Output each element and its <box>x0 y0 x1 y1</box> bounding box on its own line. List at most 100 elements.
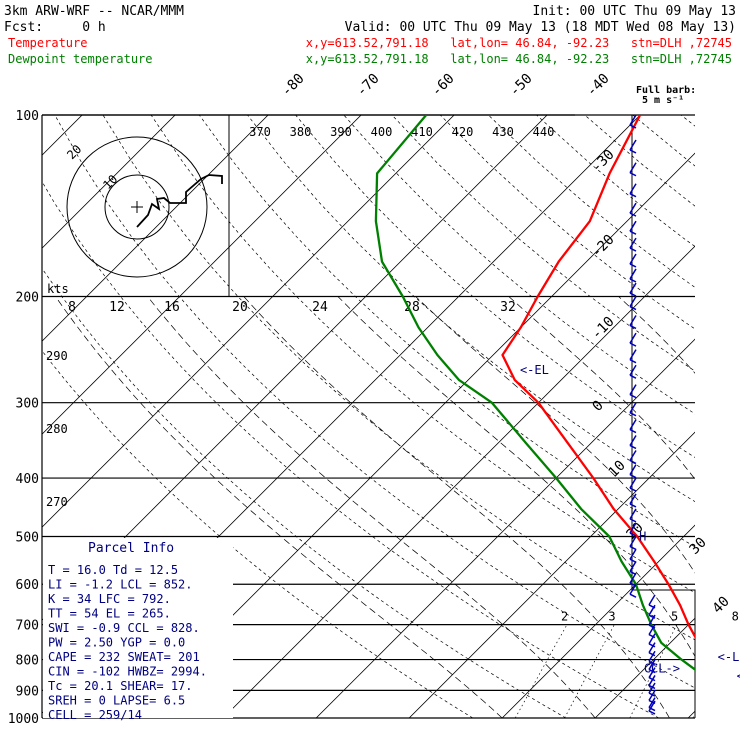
isotherm-label: -10 <box>589 314 618 343</box>
hodograph-ring-label: 10 <box>100 172 120 192</box>
speed-axis-label: 32 <box>500 300 516 315</box>
isotherm-line <box>501 524 695 718</box>
speed-axis-label: 24 <box>312 300 328 315</box>
isotherm-label: -40 <box>584 71 613 100</box>
parcel-info-box: Parcel Info T = 16.0 Td = 12.5LI = -1.2 … <box>43 538 233 722</box>
level-marker-label: <-LCL <box>737 669 740 683</box>
wind-barb-staff <box>629 253 637 265</box>
parcel-info-rows: T = 16.0 Td = 12.5LI = -1.2 LCL = 852.K … <box>48 563 207 722</box>
temperature-point <box>592 477 595 479</box>
mixing-ratio-line <box>692 712 695 718</box>
dewpoint-point <box>702 675 704 677</box>
wind-key-line2: 5 m s⁻¹ <box>642 95 684 106</box>
temperature-point <box>687 623 690 626</box>
wind-barb-staff <box>648 697 656 708</box>
dewpoint-point <box>728 700 730 702</box>
temperature-point <box>537 401 540 404</box>
wind-barb-flag <box>648 643 656 648</box>
dry-adiabat-line <box>42 350 473 718</box>
isotherm-line <box>408 431 695 718</box>
dry-adiabat-label: 290 <box>46 349 68 363</box>
wind-barb-flag <box>648 660 656 665</box>
dry-adiabat-label: 270 <box>46 495 68 509</box>
isotherm-label: 30 <box>687 535 710 558</box>
dewpoint-point <box>660 641 662 644</box>
wind-barb-staff <box>629 464 637 475</box>
isotherm-label: 40 <box>710 594 733 617</box>
wind-barb-flag <box>629 487 637 492</box>
dewpoint-point <box>402 295 404 298</box>
theta-label: 410 <box>411 125 433 139</box>
wind-barb-flag <box>629 444 637 450</box>
isotherm-label: -50 <box>507 71 536 100</box>
dewpoint-point <box>417 326 420 329</box>
wind-barb-flag <box>629 172 637 177</box>
wind-barb-flag <box>629 545 637 551</box>
wind-barb-staff <box>629 561 637 572</box>
wind-barb-flag <box>648 668 656 674</box>
isotherm-label: -30 <box>589 147 618 176</box>
wind-barb-flag <box>629 193 637 198</box>
hodograph-ring-label: 20 <box>64 142 84 162</box>
dry-adiabat-line <box>42 267 566 718</box>
dewpoint-point <box>376 172 378 175</box>
dewpoint-point <box>425 115 427 116</box>
isotherm-label: -80 <box>279 71 308 100</box>
wind-barb-staff <box>629 220 637 232</box>
init-time: Init: 00 UTC Thu 09 May 13 <box>533 4 737 19</box>
temperature-point <box>608 172 611 175</box>
dry-adiabat-line <box>102 115 695 641</box>
wind-barb-staff <box>629 114 637 126</box>
dewpoint-point <box>580 508 582 510</box>
wind-barb-flag <box>629 358 637 364</box>
temperature-point <box>557 260 560 263</box>
temperature-point <box>653 560 655 563</box>
wind-barb-flag <box>629 124 637 129</box>
mixing-ratio-line <box>564 624 615 718</box>
wind-barb-staff <box>648 614 656 626</box>
parcel-info-row: CELL = 259/14 <box>48 708 142 722</box>
isotherm-line <box>42 115 455 528</box>
dry-adiabat-line <box>729 115 740 718</box>
dry-adiabat-line <box>584 115 695 207</box>
isotherm-line <box>222 245 695 718</box>
wind-barb-staff <box>648 604 656 616</box>
wind-barb-flag <box>629 532 637 537</box>
dewpoint-legend-label: Dewpoint temperature <box>8 52 153 66</box>
wind-barb-flag <box>629 518 637 523</box>
wind-barb-flag <box>629 374 637 379</box>
speed-axis-label: 16 <box>164 300 180 315</box>
wind-barb-staff <box>629 384 637 396</box>
dewpoint-point <box>525 442 527 444</box>
dewpoint-point <box>491 401 493 404</box>
pressure-tick-label: 600 <box>16 578 39 593</box>
wind-barb-staff <box>648 624 656 635</box>
wind-barb-staff <box>648 650 656 662</box>
theta-label: 390 <box>330 125 352 139</box>
temperature-point <box>636 535 638 538</box>
valid-time: Valid: 00 UTC Thu 09 May 13 (18 MDT Wed … <box>345 20 736 35</box>
mixing-ratio-label: 5 <box>671 610 678 624</box>
wind-barb-staff <box>629 477 637 489</box>
speed-axis-label: 20 <box>232 300 248 315</box>
sounding-series <box>374 115 730 702</box>
isotherm-label: -20 <box>589 232 618 261</box>
wind-barb-staff <box>629 237 637 249</box>
dewpoint-point <box>650 623 653 626</box>
level-markers: <-EL<-LFC<-LCLCCL->H <box>520 363 740 683</box>
theta-label: 370 <box>249 125 271 139</box>
wind-barb-staff <box>629 202 637 214</box>
temperature-line <box>501 115 695 639</box>
wind-barb-staff <box>648 667 656 679</box>
dewpoint-point <box>680 658 683 661</box>
wind-barb-staff <box>629 364 637 376</box>
wind-barb-staff <box>629 296 637 307</box>
dewpoint-point <box>620 560 623 563</box>
wind-barb-staff <box>629 572 637 584</box>
wind-barb-staff <box>629 583 637 595</box>
wind-barb-flag <box>629 412 637 417</box>
parcel-info-row: TT = 54 EL = 265. <box>48 607 171 621</box>
dewpoint-line <box>374 115 695 672</box>
wind-barb-staff <box>629 162 637 174</box>
